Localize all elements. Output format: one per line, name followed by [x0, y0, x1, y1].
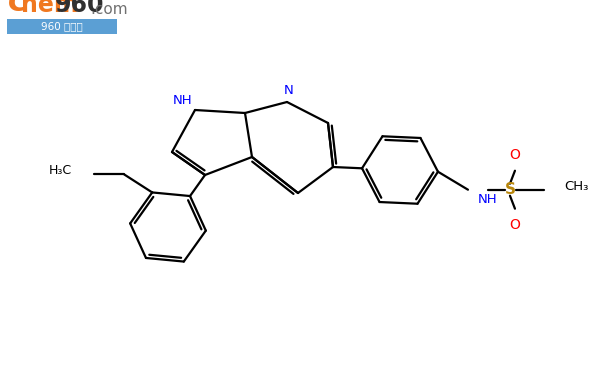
Text: NH: NH [173, 93, 193, 106]
Text: 960 化工网: 960 化工网 [41, 21, 83, 32]
Text: 960: 960 [55, 0, 105, 17]
Text: H₃C: H₃C [49, 164, 72, 177]
Text: CH₃: CH₃ [564, 180, 588, 193]
Text: C: C [8, 0, 30, 17]
Text: O: O [509, 148, 520, 162]
Text: S: S [505, 182, 515, 197]
Text: hem: hem [21, 0, 79, 17]
Text: O: O [509, 218, 520, 232]
Text: .com: .com [90, 2, 128, 17]
FancyBboxPatch shape [7, 19, 117, 34]
Text: NH: NH [478, 193, 497, 206]
Text: N: N [284, 84, 294, 96]
